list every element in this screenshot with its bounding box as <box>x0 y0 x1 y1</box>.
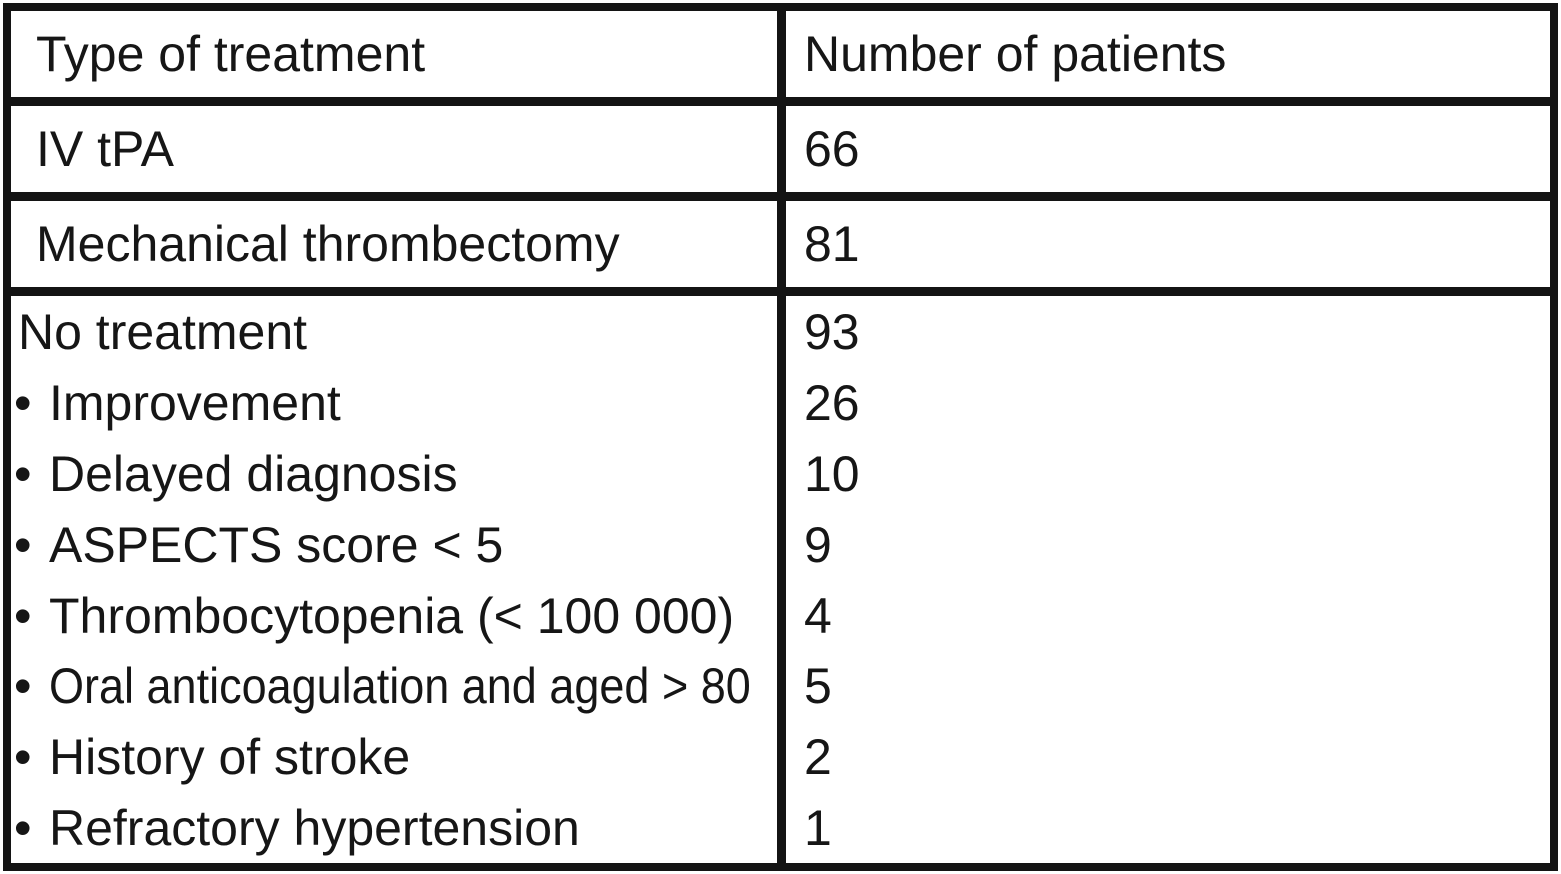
bullet-icon: • <box>14 445 32 502</box>
bullet-icon: • <box>14 658 32 715</box>
bullet-icon: • <box>14 516 32 573</box>
patient-count: 2 <box>804 729 832 786</box>
header-cell-patients: Number of patients <box>786 11 1550 97</box>
treatment-label: History of stroke <box>49 729 411 786</box>
cell-iv-tpa: IV tPA <box>11 106 777 192</box>
patient-count-line: 9 <box>786 509 1550 580</box>
bullet-icon: • <box>14 375 32 432</box>
treatment-label: Oral anticoagulation and aged > 80 <box>49 658 751 715</box>
treatment-label: ASPECTS score < 5 <box>49 516 504 573</box>
patient-count-line: 10 <box>786 439 1550 510</box>
patient-count: 93 <box>804 304 860 361</box>
patient-count: 81 <box>804 216 860 272</box>
cell-mechanical-thrombectomy: Mechanical thrombectomy <box>11 201 777 287</box>
cell-no-treatment: No treatment • Improvement • Delayed dia… <box>11 296 777 863</box>
treatment-line: • Oral anticoagulation and aged > 80 <box>11 651 777 722</box>
patient-count: 26 <box>804 375 860 432</box>
cell-mechanical-thrombectomy-count: 81 <box>786 201 1550 287</box>
patient-count-line: 5 <box>786 651 1550 722</box>
treatment-label: Improvement <box>49 375 341 432</box>
patient-count: 9 <box>804 516 832 573</box>
patient-count: 66 <box>804 121 860 177</box>
patient-count-line: 2 <box>786 722 1550 793</box>
patient-count-line: 93 <box>786 297 1550 368</box>
cell-iv-tpa-count: 66 <box>786 106 1550 192</box>
header-patients-label: Number of patients <box>804 26 1227 82</box>
patient-count: 5 <box>804 658 832 715</box>
patient-count-line: 1 <box>786 793 1550 863</box>
treatment-label: Refractory hypertension <box>49 799 580 856</box>
patient-count: 1 <box>804 799 832 856</box>
bullet-icon: • <box>14 799 32 856</box>
patient-count-line: 26 <box>786 368 1550 439</box>
treatment-label: Delayed diagnosis <box>49 445 458 502</box>
treatment-line: • Refractory hypertension <box>11 793 777 863</box>
header-treatment-label: Type of treatment <box>36 26 426 82</box>
treatment-line: • Delayed diagnosis <box>11 439 777 510</box>
patient-count: 4 <box>804 587 832 644</box>
treatment-table: Type of treatment Number of patients IV … <box>3 3 1558 871</box>
bullet-icon: • <box>14 729 32 786</box>
treatment-line: • Improvement <box>11 368 777 439</box>
treatment-line: • Thrombocytopenia (< 100 000) <box>11 580 777 651</box>
treatment-label: IV tPA <box>36 121 175 177</box>
treatment-label: Mechanical thrombectomy <box>36 216 620 272</box>
header-cell-treatment: Type of treatment <box>11 11 777 97</box>
treatment-label: No treatment <box>18 304 308 361</box>
treatment-line: • History of stroke <box>11 722 777 793</box>
treatment-line: No treatment <box>11 297 777 368</box>
patient-count: 10 <box>804 445 860 502</box>
patient-count-line: 4 <box>786 580 1550 651</box>
treatment-label: Thrombocytopenia (< 100 000) <box>49 587 735 644</box>
bullet-icon: • <box>14 587 32 644</box>
treatment-line: • ASPECTS score < 5 <box>11 509 777 580</box>
cell-no-treatment-counts: 93 26 10 9 4 5 2 1 <box>786 296 1550 863</box>
